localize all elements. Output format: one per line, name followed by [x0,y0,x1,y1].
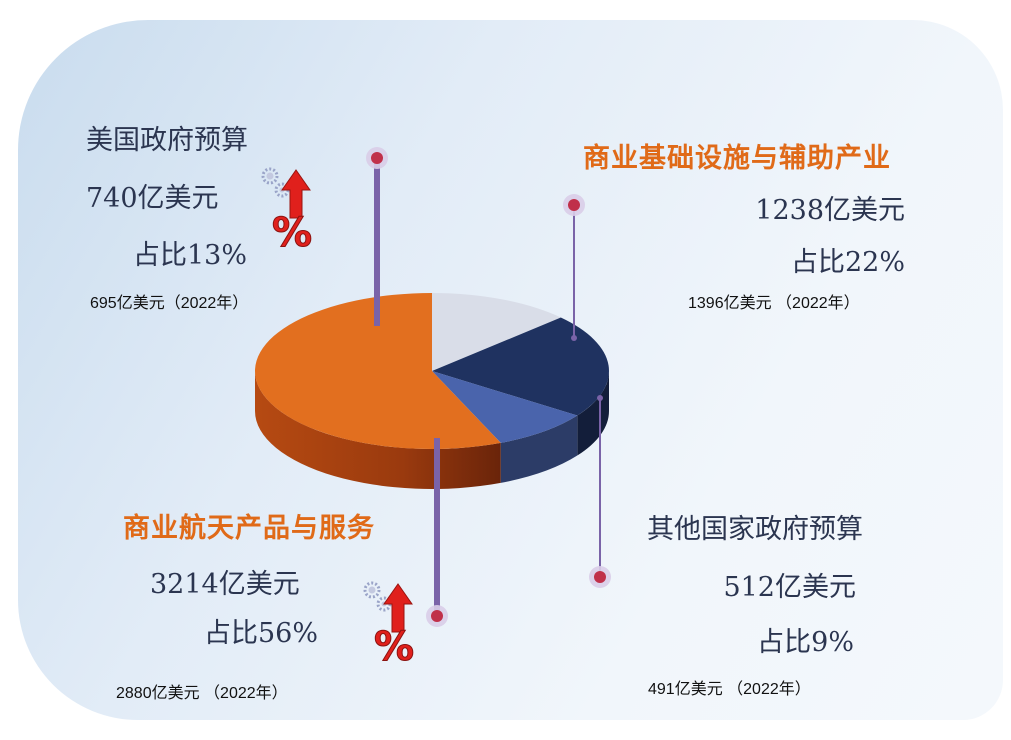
slice-infrastructure [432,317,609,416]
commercial-value: 3214亿美元 [150,569,300,600]
up-arrow-icon [281,169,311,219]
infrastructure-title: 商业基础设施与辅助产业 [583,143,891,174]
slice-commercial [254,293,501,449]
commercial-leader-dot [431,610,443,622]
slice-other_gov [432,371,578,443]
us-gov-share: 占比13% [133,240,248,271]
up-arrow-icon [383,583,413,633]
gear-icon [261,167,279,185]
other-gov-leader-end [597,395,603,401]
other-gov-prev: 491亿美元 （2022年） [648,681,811,698]
us-gov-prev: 695亿美元（2022年） [90,295,249,312]
infrastructure-leader-end [571,335,577,341]
percent-icon: % [272,210,312,256]
infrastructure-leader-dot [568,199,580,211]
commercial-share: 占比56% [204,618,319,649]
us-gov-growth-icon: % [261,167,313,257]
us-gov-value: 740亿美元 [86,183,219,214]
gear-icon-hub [368,586,376,594]
gear-icon [363,581,381,599]
commercial-prev: 2880亿美元 （2022年） [116,685,288,702]
us-gov-leader-dot [371,152,383,164]
other-gov-title: 其他国家政府预算 [647,514,863,545]
other-gov-leader-dot [594,571,606,583]
slice-side-other_gov [500,415,578,483]
percent-icon: % [374,624,414,670]
other-gov-value: 512亿美元 [723,572,856,603]
other-gov-share: 占比9% [757,627,854,658]
infrastructure-value: 1238亿美元 [755,195,905,226]
commercial-title: 商业航天产品与服务 [123,513,375,544]
commercial-growth-icon: % [363,581,415,671]
slice-side-infrastructure [577,371,609,456]
infrastructure-prev: 1396亿美元 （2022年） [688,295,860,312]
gear-icon-hub [266,172,274,180]
us-gov-title: 美国政府预算 [86,125,248,156]
infrastructure-share: 占比22% [790,247,905,278]
slice-us_gov [432,293,561,371]
